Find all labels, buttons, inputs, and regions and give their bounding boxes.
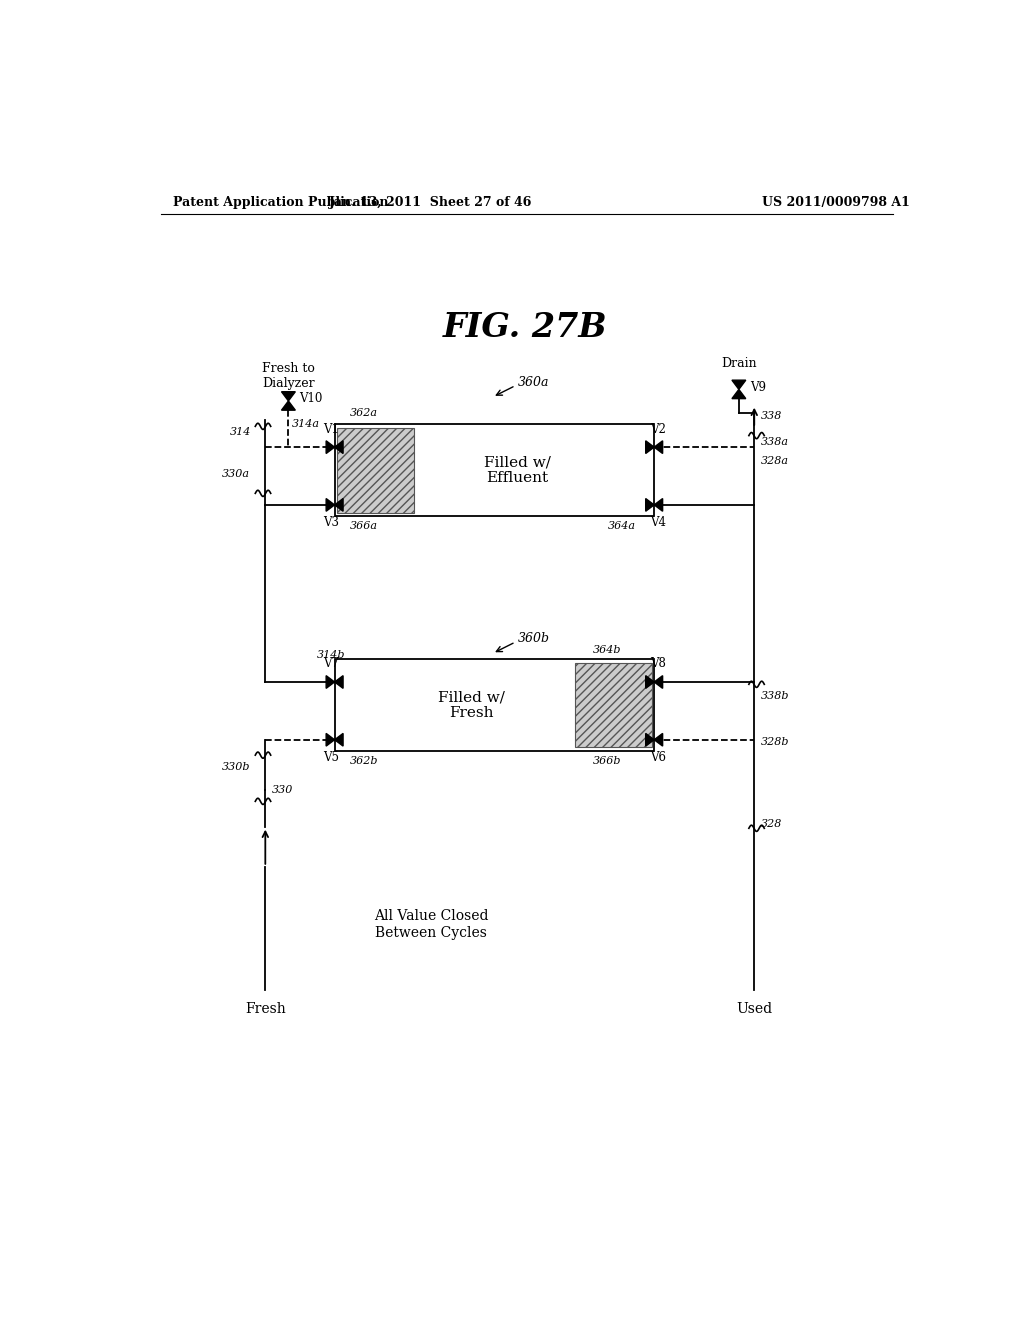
Text: 328a: 328a <box>761 455 788 466</box>
Text: 364a: 364a <box>608 521 636 532</box>
Bar <box>574 663 652 747</box>
Polygon shape <box>282 401 295 411</box>
Text: 366b: 366b <box>593 756 622 767</box>
Polygon shape <box>335 734 343 746</box>
Text: Patent Application Publication: Patent Application Publication <box>173 195 388 209</box>
Polygon shape <box>732 389 745 399</box>
Text: 314b: 314b <box>316 651 345 660</box>
Bar <box>335 424 654 516</box>
Text: V7: V7 <box>323 657 339 671</box>
Text: 328b: 328b <box>761 737 788 747</box>
Bar <box>337 428 414 512</box>
Text: 366a: 366a <box>350 521 378 532</box>
Text: V3: V3 <box>323 516 339 529</box>
Text: US 2011/0009798 A1: US 2011/0009798 A1 <box>762 195 910 209</box>
Polygon shape <box>326 676 335 688</box>
Text: 362a: 362a <box>350 408 378 417</box>
Text: Drain: Drain <box>721 358 757 370</box>
Text: V9: V9 <box>750 380 766 393</box>
Text: 330b: 330b <box>221 762 250 772</box>
Text: 330a: 330a <box>222 469 250 479</box>
Text: V6: V6 <box>650 751 666 764</box>
Polygon shape <box>654 499 663 511</box>
Text: 364b: 364b <box>593 644 622 655</box>
Text: 328: 328 <box>761 820 781 829</box>
Text: Filled w/
Effluent: Filled w/ Effluent <box>484 455 551 486</box>
Polygon shape <box>646 499 654 511</box>
Polygon shape <box>646 676 654 688</box>
Polygon shape <box>326 499 335 511</box>
Text: 338b: 338b <box>761 690 788 701</box>
Text: V8: V8 <box>650 657 666 671</box>
Polygon shape <box>335 499 343 511</box>
Polygon shape <box>326 441 335 454</box>
Polygon shape <box>646 734 654 746</box>
Polygon shape <box>282 392 295 401</box>
Text: 330: 330 <box>271 785 293 795</box>
Polygon shape <box>646 441 654 454</box>
Text: 338: 338 <box>761 412 781 421</box>
Text: V10: V10 <box>299 392 323 405</box>
Polygon shape <box>326 734 335 746</box>
Text: 360a: 360a <box>518 376 549 389</box>
Polygon shape <box>654 441 663 454</box>
Text: FIG. 27B: FIG. 27B <box>442 312 607 345</box>
Text: Filled w/
Fresh: Filled w/ Fresh <box>438 690 505 721</box>
Text: Used: Used <box>736 1002 772 1015</box>
Polygon shape <box>335 676 343 688</box>
Text: V4: V4 <box>650 516 666 529</box>
Polygon shape <box>654 734 663 746</box>
Text: Fresh: Fresh <box>245 1002 286 1015</box>
Bar <box>335 659 654 751</box>
Text: V2: V2 <box>650 422 666 436</box>
Polygon shape <box>654 676 663 688</box>
Text: 362b: 362b <box>350 756 379 767</box>
Text: 338a: 338a <box>761 437 788 446</box>
Text: Fresh to
Dialyzer: Fresh to Dialyzer <box>262 363 314 391</box>
Text: 314: 314 <box>230 426 252 437</box>
Text: 314a: 314a <box>292 418 321 429</box>
Polygon shape <box>732 380 745 389</box>
Polygon shape <box>335 441 343 454</box>
Text: All Value Closed
Between Cycles: All Value Closed Between Cycles <box>374 909 488 940</box>
Text: V1: V1 <box>323 422 339 436</box>
Text: V5: V5 <box>323 751 339 764</box>
Text: 360b: 360b <box>518 632 550 645</box>
Text: Jan. 13, 2011  Sheet 27 of 46: Jan. 13, 2011 Sheet 27 of 46 <box>329 195 532 209</box>
